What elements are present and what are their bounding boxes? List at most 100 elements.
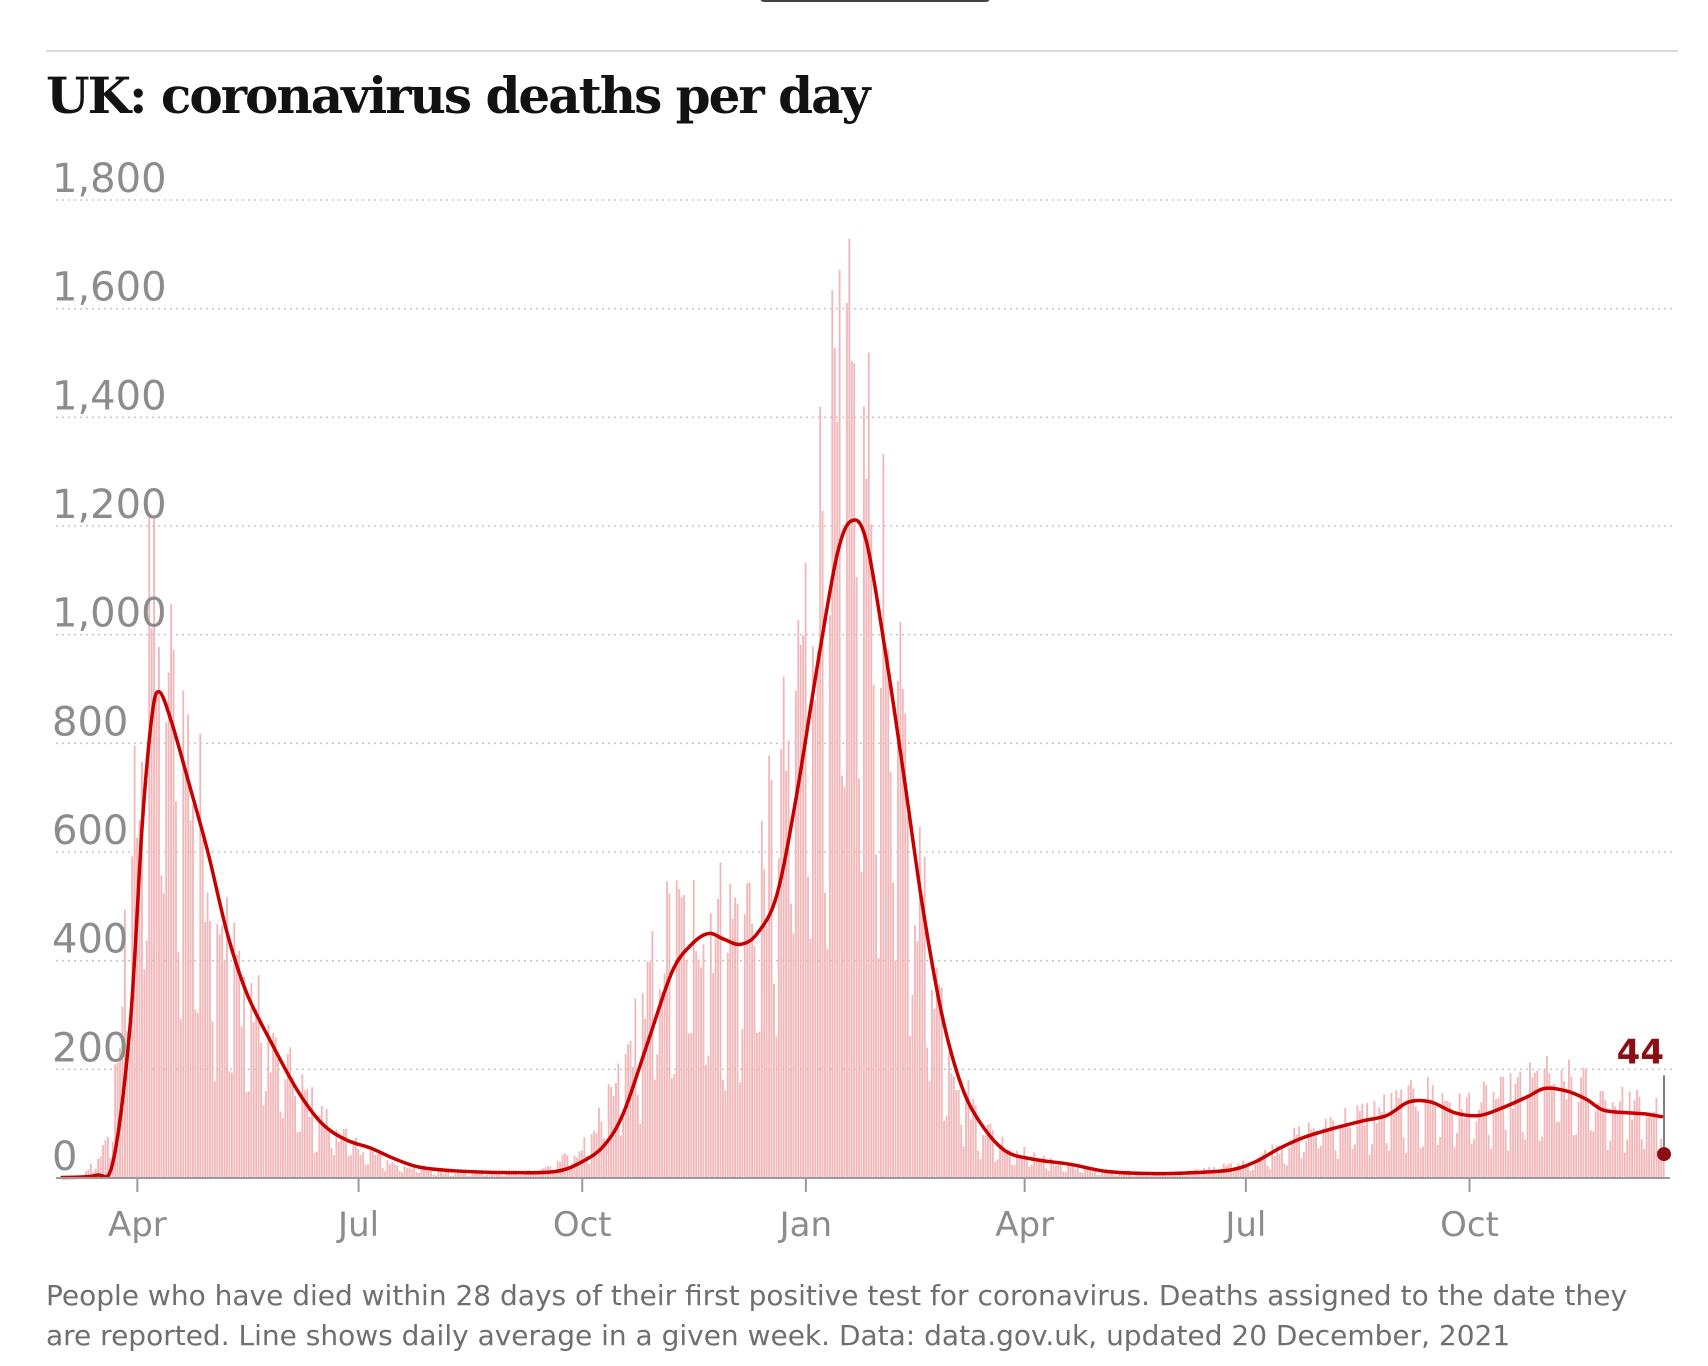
- daily-bar: [226, 897, 228, 1178]
- daily-bar: [160, 875, 163, 1178]
- daily-bar: [717, 898, 719, 1178]
- daily-bar: [1417, 1111, 1420, 1178]
- daily-bar: [1084, 1166, 1087, 1178]
- daily-bar: [430, 1170, 433, 1178]
- daily-bar: [816, 651, 819, 1178]
- daily-bar: [1456, 1133, 1458, 1178]
- x-tick-label: Jul: [336, 1205, 379, 1245]
- daily-bar: [826, 948, 829, 1178]
- daily-bar: [1446, 1100, 1449, 1178]
- daily-bar: [561, 1154, 564, 1178]
- daily-bar: [957, 1089, 960, 1178]
- daily-bar: [666, 881, 668, 1178]
- daily-bar: [517, 1174, 520, 1178]
- daily-bar: [1023, 1146, 1026, 1178]
- daily-bar: [1490, 1148, 1493, 1178]
- daily-bar: [442, 1172, 445, 1178]
- daily-bar: [1358, 1111, 1361, 1178]
- daily-bar: [1154, 1173, 1157, 1178]
- daily-bar: [1580, 1077, 1582, 1178]
- daily-bar: [1478, 1109, 1480, 1178]
- daily-bar: [1152, 1173, 1155, 1178]
- daily-bar: [1521, 1132, 1524, 1178]
- daily-bar: [709, 913, 712, 1178]
- daily-bar: [1397, 1097, 1400, 1178]
- daily-bar: [1074, 1169, 1077, 1178]
- daily-bar: [938, 984, 941, 1178]
- daily-bar: [1069, 1164, 1072, 1178]
- daily-bar: [435, 1175, 437, 1178]
- daily-bar: [1609, 1140, 1612, 1178]
- daily-bar: [636, 1094, 639, 1178]
- daily-bar: [1259, 1156, 1262, 1178]
- daily-bar: [1553, 1083, 1556, 1178]
- daily-bar: [581, 1150, 583, 1178]
- daily-bar: [1592, 1131, 1595, 1178]
- daily-bar: [1512, 1108, 1514, 1178]
- daily-bar: [787, 740, 790, 1178]
- y-tick-label: 1,400: [52, 373, 167, 419]
- daily-bar: [1499, 1076, 1502, 1178]
- daily-bar: [768, 755, 771, 1178]
- daily-bar: [1560, 1070, 1563, 1178]
- daily-bar: [622, 1117, 625, 1178]
- daily-bar: [1254, 1162, 1257, 1178]
- daily-bar: [641, 993, 644, 1178]
- daily-bar: [342, 1129, 345, 1178]
- daily-bar: [685, 959, 688, 1178]
- daily-bar: [325, 1109, 328, 1178]
- daily-bar: [1179, 1173, 1181, 1178]
- daily-bar: [476, 1172, 479, 1178]
- daily-bar: [894, 960, 897, 1178]
- daily-bar: [1147, 1174, 1150, 1178]
- daily-bar: [410, 1169, 413, 1178]
- daily-bar: [243, 976, 245, 1178]
- daily-bar: [381, 1167, 384, 1178]
- daily-bar: [420, 1168, 423, 1178]
- latest-value-annotation: 44: [1617, 1032, 1671, 1162]
- daily-bar: [486, 1174, 489, 1178]
- daily-bar: [1604, 1099, 1607, 1178]
- daily-bar: [692, 879, 695, 1178]
- daily-bar: [1631, 1119, 1634, 1178]
- daily-bar: [1030, 1164, 1033, 1178]
- daily-bar: [529, 1172, 532, 1178]
- daily-bar: [1332, 1120, 1335, 1178]
- daily-bar: [777, 858, 780, 1178]
- daily-bar: [1293, 1127, 1296, 1178]
- daily-bar: [1106, 1171, 1108, 1178]
- daily-bar: [1162, 1174, 1164, 1178]
- daily-bar: [1140, 1172, 1142, 1178]
- daily-bar: [824, 892, 826, 1178]
- daily-bar: [719, 862, 722, 1178]
- daily-bar: [700, 967, 702, 1178]
- daily-bar: [799, 644, 802, 1178]
- daily-bar: [189, 820, 192, 1178]
- daily-bar: [1473, 1139, 1475, 1178]
- daily-bar: [916, 940, 919, 1178]
- x-tick-label: Oct: [1440, 1205, 1499, 1245]
- daily-bar: [741, 1029, 744, 1178]
- daily-bar: [1130, 1174, 1133, 1178]
- daily-bar: [337, 1141, 340, 1178]
- daily-bar: [1298, 1126, 1300, 1178]
- daily-bar: [199, 733, 202, 1178]
- daily-bar: [240, 1026, 243, 1178]
- daily-bar: [1582, 1067, 1585, 1178]
- daily-bar: [943, 1120, 946, 1178]
- daily-bar: [756, 1032, 758, 1178]
- daily-bar: [588, 1164, 591, 1178]
- daily-bar: [520, 1174, 523, 1178]
- daily-bar: [1098, 1174, 1101, 1178]
- daily-bar: [464, 1171, 467, 1178]
- daily-bar: [1072, 1165, 1074, 1178]
- daily-bar: [235, 954, 238, 1178]
- daily-bar: [401, 1172, 403, 1178]
- daily-bar: [1281, 1146, 1283, 1178]
- daily-bar: [901, 688, 904, 1178]
- daily-bar: [427, 1170, 430, 1178]
- daily-bar: [999, 1145, 1001, 1178]
- daily-bar: [85, 1171, 87, 1178]
- daily-bar: [1278, 1153, 1281, 1178]
- daily-bar: [1011, 1164, 1014, 1178]
